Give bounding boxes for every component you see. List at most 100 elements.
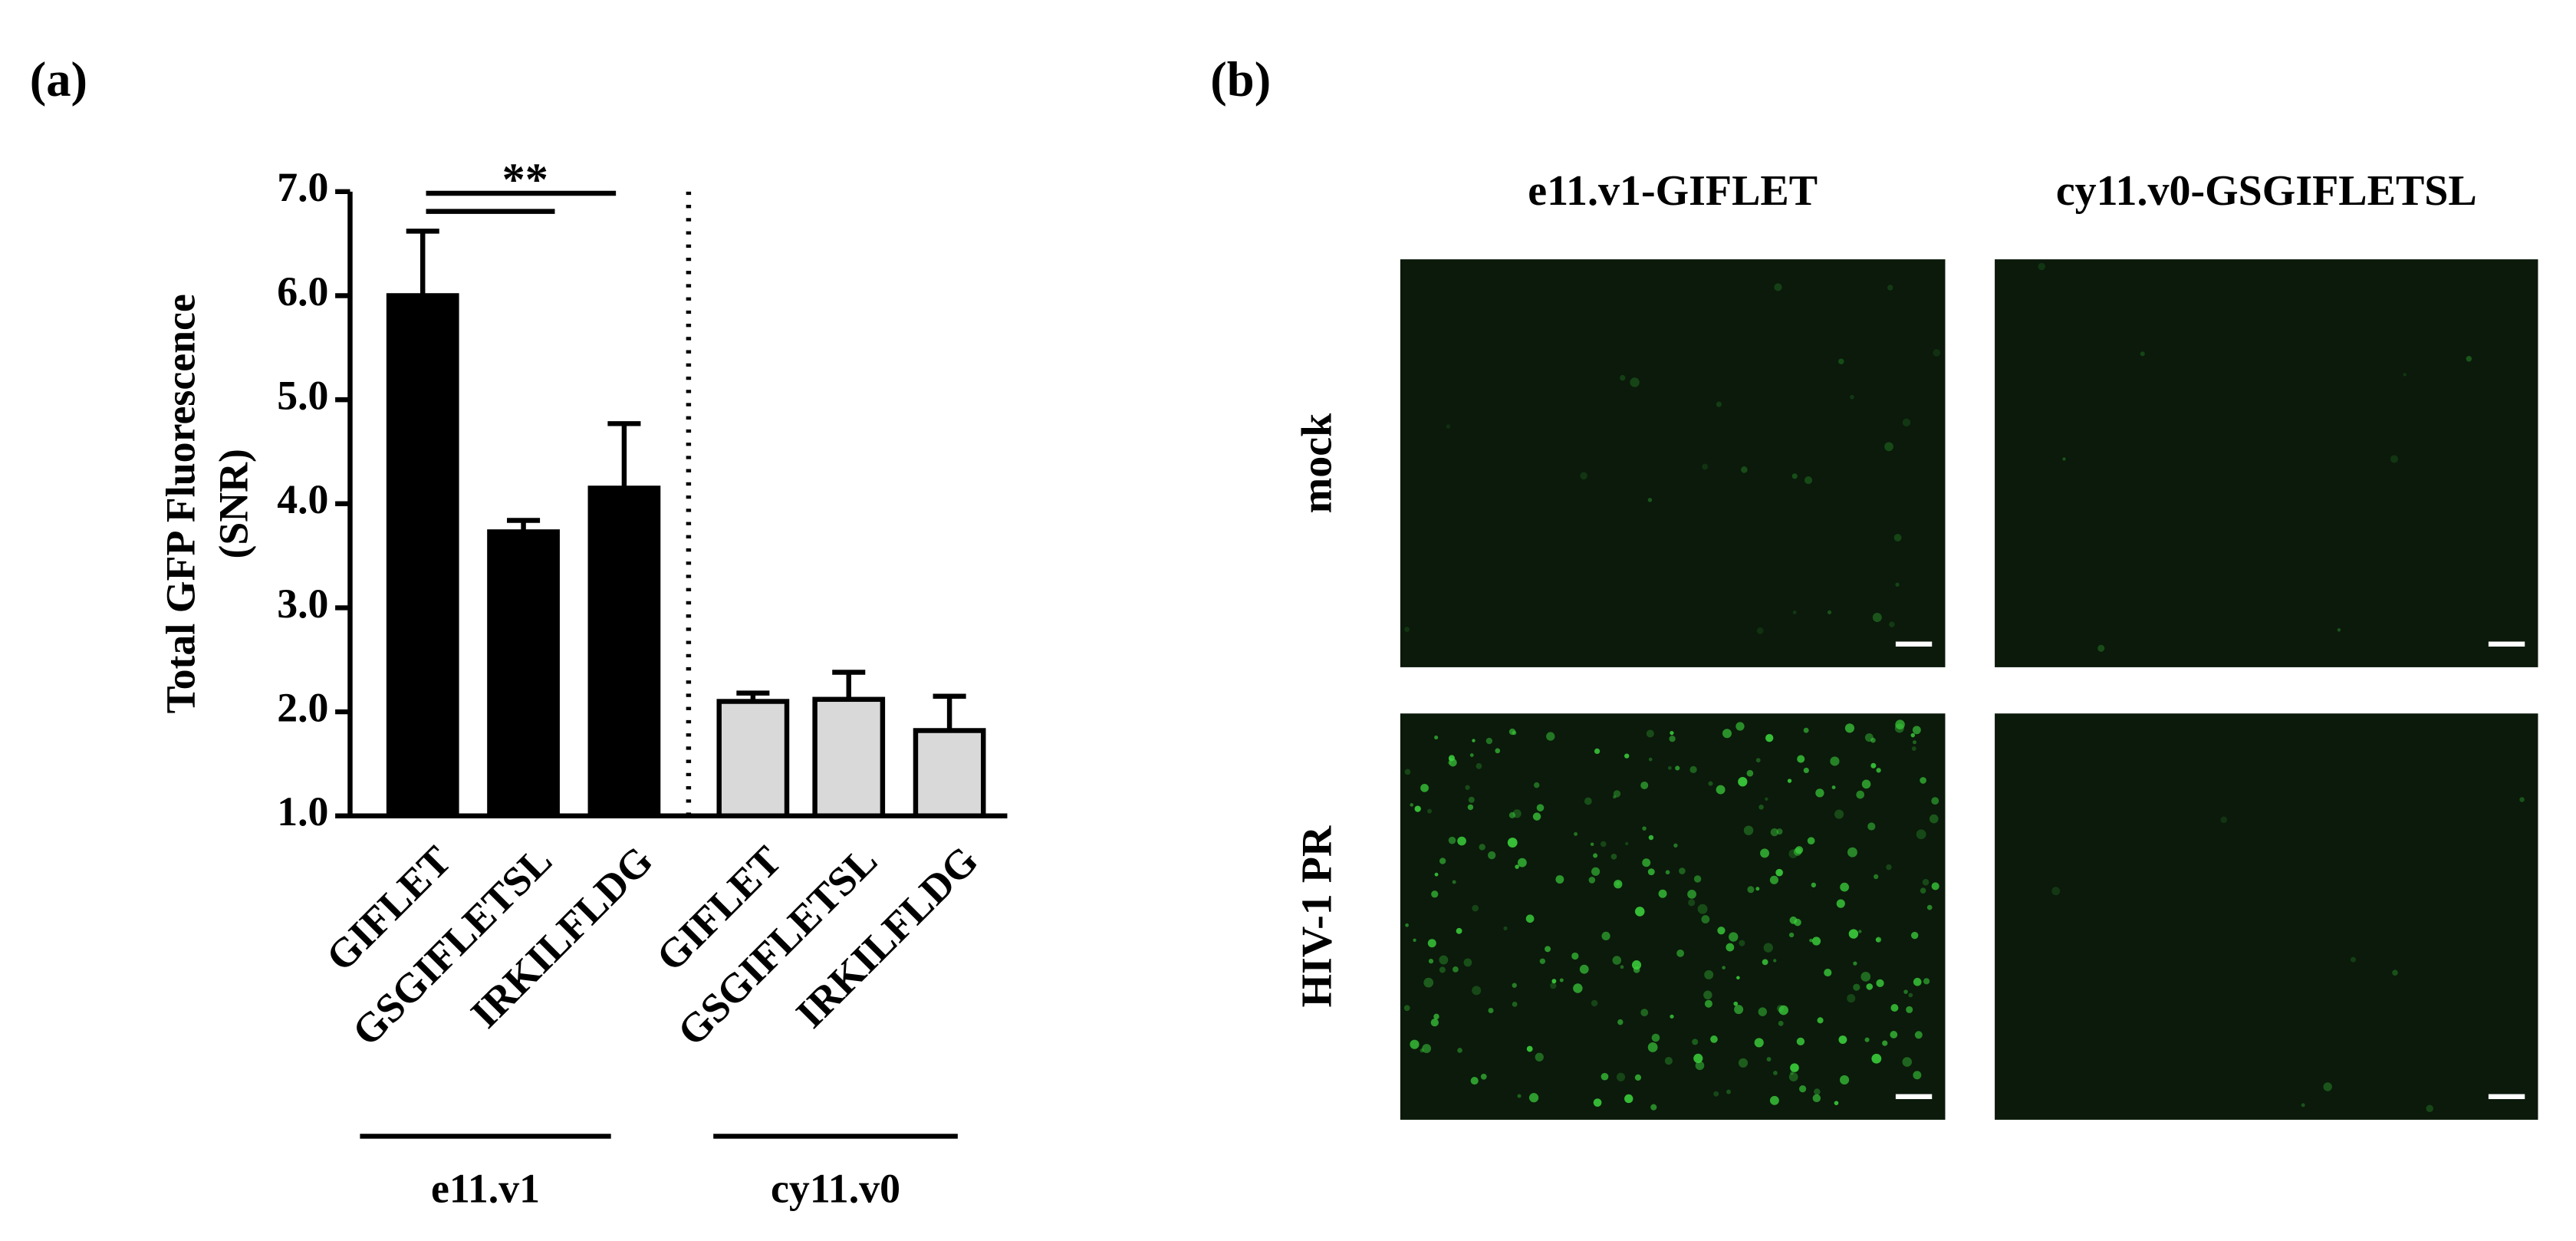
cell — [1840, 882, 1849, 892]
y-tick-label: 6.0 — [277, 268, 328, 314]
y-tick-label: 2.0 — [277, 684, 328, 730]
cell — [1853, 983, 1860, 991]
cell — [1910, 732, 1916, 738]
cell — [1713, 1091, 1719, 1097]
cell — [1693, 875, 1702, 883]
cell — [1439, 955, 1449, 965]
cell — [1722, 966, 1726, 969]
cell — [1906, 1006, 1913, 1013]
cell — [1798, 1085, 1807, 1093]
cell — [1640, 781, 1649, 789]
cell — [1710, 1035, 1718, 1043]
cell — [1590, 842, 1594, 847]
cell — [1472, 986, 1482, 996]
cell — [1624, 841, 1629, 846]
cell — [1920, 777, 1926, 784]
cell — [1741, 466, 1748, 473]
micrograph — [1400, 259, 1946, 667]
cell — [1457, 836, 1466, 846]
cell — [2519, 797, 2525, 802]
cell — [1890, 1031, 1898, 1039]
cell — [1889, 621, 1895, 627]
cell — [2466, 355, 2472, 362]
cell — [1428, 958, 1434, 964]
cell — [1791, 473, 1798, 479]
cell — [1882, 1040, 1888, 1046]
cell — [1838, 358, 1844, 365]
cell — [1658, 889, 1667, 898]
cell — [1617, 1019, 1624, 1025]
cell — [1439, 858, 1446, 864]
cell — [1716, 785, 1726, 795]
cell — [1630, 377, 1640, 387]
cell — [1876, 768, 1881, 773]
cell — [1488, 851, 1496, 860]
cell — [1642, 826, 1647, 831]
cell — [1824, 968, 1832, 977]
cell — [1886, 864, 1892, 871]
cell — [1735, 722, 1745, 731]
cell — [1507, 838, 1518, 848]
cell — [2140, 351, 2145, 357]
cell — [1689, 765, 1697, 774]
cell — [1512, 983, 1517, 988]
cell — [1738, 1058, 1749, 1068]
cell — [1755, 758, 1761, 763]
cell — [1758, 1007, 1768, 1016]
cell — [1703, 990, 1712, 1000]
cell — [1573, 983, 1583, 993]
cell — [1776, 828, 1783, 835]
cell — [2062, 457, 2066, 461]
cell — [1790, 1063, 1799, 1072]
cell — [1434, 872, 1439, 877]
cell — [1624, 1094, 1633, 1104]
cell — [1634, 1074, 1642, 1081]
cell — [1758, 805, 1764, 810]
cell — [1472, 904, 1479, 912]
cell — [1512, 1001, 1518, 1007]
cell — [1434, 736, 1439, 740]
cell — [2220, 816, 2228, 824]
cell — [1687, 889, 1696, 899]
cell — [1601, 1072, 1609, 1081]
cell — [1708, 781, 1713, 786]
cell — [1670, 730, 1674, 736]
column-title: cy11.v0-GSGIFLETSL — [2056, 167, 2477, 215]
bar — [487, 529, 560, 818]
cell — [1651, 1033, 1660, 1042]
cell — [1792, 611, 1797, 614]
cell — [1890, 1004, 1899, 1012]
cell — [1787, 779, 1792, 783]
cell — [1858, 930, 1862, 933]
cell — [1775, 868, 1783, 877]
cell — [1480, 1073, 1487, 1080]
cell — [1614, 880, 1623, 889]
cell — [1545, 946, 1551, 953]
y-axis-label: Total GFP Fluorescence — [158, 294, 204, 713]
significance-label: ** — [502, 154, 548, 206]
cell — [2426, 1104, 2433, 1113]
cell — [1503, 926, 1508, 930]
cell — [1624, 753, 1630, 759]
cell — [1874, 874, 1879, 880]
cell — [1931, 882, 1939, 890]
cell — [1796, 1037, 1805, 1046]
cell — [1929, 814, 1939, 824]
cell — [1594, 748, 1601, 755]
cell — [1579, 964, 1589, 974]
cell — [1431, 890, 1439, 898]
cell — [1457, 1048, 1462, 1053]
cell — [1872, 613, 1882, 622]
cell — [1495, 748, 1501, 754]
cell — [1610, 853, 1617, 860]
cell — [1452, 966, 1459, 973]
cell — [1817, 1017, 1824, 1024]
cell — [1688, 899, 1696, 907]
cell — [1446, 424, 1451, 429]
cell — [1647, 868, 1655, 876]
cell — [1616, 1072, 1626, 1081]
cell — [1926, 904, 1933, 910]
cell — [1827, 610, 1832, 614]
cell — [1778, 1020, 1784, 1026]
cell — [1676, 949, 1685, 957]
